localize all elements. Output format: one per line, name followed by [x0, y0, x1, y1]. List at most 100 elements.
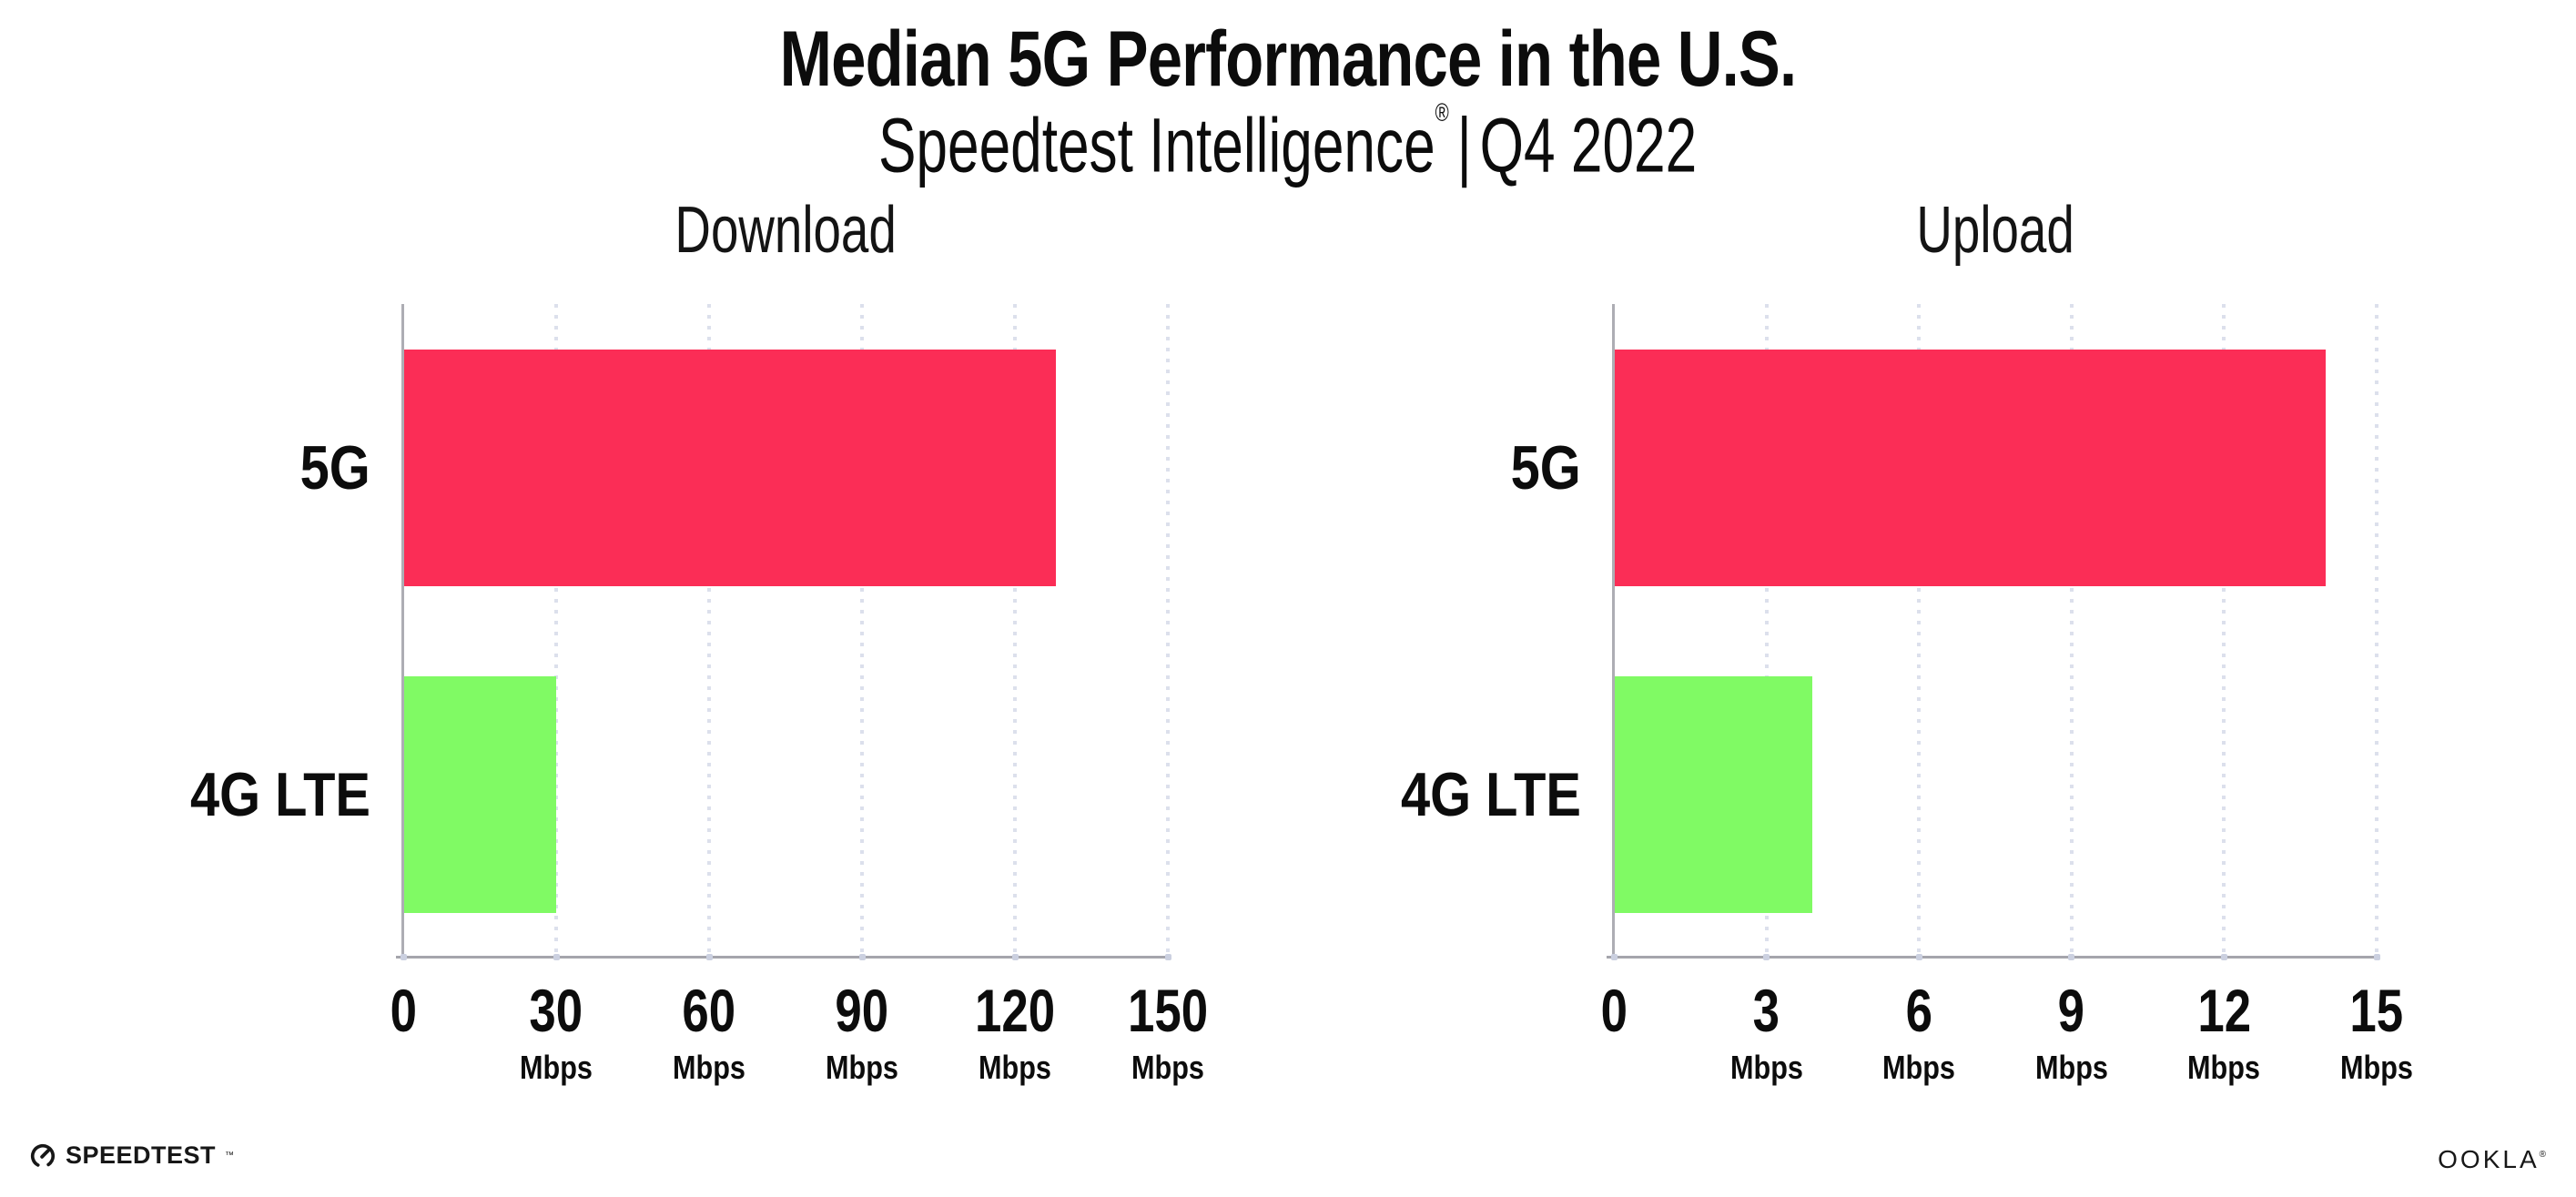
tick-label-text: 150: [1127, 977, 1209, 1044]
tick-unit-6: Mbps: [1819, 1049, 2019, 1087]
tick-label-text: 12: [2197, 977, 2251, 1044]
trademark-mark: ™: [225, 1151, 235, 1161]
speedtest-logo: SPEEDTEST ™: [29, 1141, 234, 1170]
category-label-text: 4G LTE: [1400, 760, 1581, 830]
category-label-5g: 5G: [0, 432, 370, 503]
tick-label-15: 15: [2277, 976, 2477, 1045]
category-label-4g-lte: 4G LTE: [0, 759, 370, 830]
gridline-90: [860, 304, 864, 959]
download-x-axis: [396, 956, 1171, 959]
speedtest-wordmark: SPEEDTEST: [66, 1141, 217, 1169]
category-label-text: 4G LTE: [189, 760, 370, 830]
tick-unit-text: Mbps: [673, 1049, 745, 1086]
tick-label-12: 12: [2124, 976, 2324, 1045]
bar-5g-upload: [1614, 349, 2327, 586]
tick-unit-text: Mbps: [2340, 1049, 2413, 1086]
gridline-150: [1166, 304, 1170, 959]
tick-unit-text: Mbps: [2034, 1049, 2108, 1086]
speedtest-gauge-icon: [30, 1143, 56, 1168]
category-label-5g: 5G: [1199, 432, 1581, 503]
ookla-wordmark: OOKLA: [2438, 1145, 2540, 1173]
category-label-text: 5G: [1510, 432, 1581, 502]
tick-mark-90: [858, 954, 866, 960]
tick-unit-text: Mbps: [520, 1049, 593, 1086]
tick-label-text: 0: [390, 977, 417, 1044]
upload-y-axis: [1612, 304, 1615, 959]
upload-x-axis: [1607, 956, 2380, 959]
upload-chart: Upload 5G 4G LTE 0 3 Mbps 6 Mbps 9 Mbps 12 Mbps 15 Mb…: [1401, 194, 2413, 1086]
bar-4g-lte-upload: [1614, 676, 1812, 914]
tick-mark-150: [1164, 954, 1171, 960]
tick-unit-9: Mbps: [1972, 1049, 2172, 1087]
gridline-30: [554, 304, 558, 959]
tick-label-text: 120: [974, 977, 1056, 1044]
tick-unit-60: Mbps: [609, 1049, 809, 1087]
category-label-text: 5G: [299, 432, 370, 502]
bar-5g-download: [403, 349, 1056, 586]
tick-label-text: 15: [2349, 977, 2404, 1044]
tick-unit-90: Mbps: [762, 1049, 962, 1087]
tick-label-120: 120: [915, 976, 1115, 1045]
tick-label-text: 0: [1600, 977, 1628, 1044]
upload-chart-title-text: Upload: [1916, 194, 2074, 267]
gridline-120: [1013, 304, 1017, 959]
download-y-axis: [401, 304, 404, 959]
tick-mark-120: [1011, 954, 1019, 960]
ookla-logo: OOKLA®: [2438, 1145, 2546, 1174]
tick-label-30: 30: [456, 976, 656, 1045]
tick-unit-text: Mbps: [2187, 1049, 2261, 1086]
upload-chart-title: Upload: [1432, 193, 2559, 268]
tick-label-text: 30: [529, 977, 583, 1044]
tick-label-6: 6: [1819, 976, 2019, 1045]
page-title: Median 5G Performance in the U.S.: [779, 15, 1798, 103]
tick-unit-text: Mbps: [1882, 1049, 1956, 1086]
tick-unit-text: Mbps: [826, 1049, 898, 1086]
download-chart-title: Download: [221, 193, 1350, 268]
tick-label-text: 6: [1905, 977, 1932, 1044]
tick-label-60: 60: [609, 976, 809, 1045]
tick-unit-text: Mbps: [1729, 1049, 1803, 1086]
tick-unit-150: Mbps: [1068, 1049, 1268, 1087]
gridline-60: [707, 304, 711, 959]
tick-label-text: 3: [1752, 977, 1780, 1044]
tick-mark-12: [2220, 954, 2227, 960]
tick-label-150: 150: [1068, 976, 1268, 1045]
tick-mark-9: [2068, 954, 2075, 960]
page-subtitle: Speedtest Intelligence® | Q4 2022: [0, 98, 2576, 189]
tick-label-9: 9: [1972, 976, 2172, 1045]
download-chart-title-text: Download: [674, 194, 897, 267]
tick-unit-text: Mbps: [1131, 1049, 1204, 1086]
tick-mark-6: [1915, 954, 1922, 960]
tick-mark-15: [2373, 954, 2380, 960]
subtitle-separator: |: [1457, 102, 1473, 188]
tick-unit-text: Mbps: [979, 1049, 1051, 1086]
tick-unit-15: Mbps: [2277, 1049, 2477, 1087]
tick-mark-30: [553, 954, 560, 960]
tick-unit-12: Mbps: [2124, 1049, 2324, 1087]
tick-label-text: 9: [2058, 977, 2085, 1044]
tick-label-text: 90: [835, 977, 889, 1044]
registered-mark: ®: [2539, 1150, 2546, 1160]
gridline-9: [2069, 304, 2074, 959]
gridline-3: [1764, 304, 1769, 959]
subtitle-brand: Speedtest Intelligence: [878, 102, 1436, 188]
bar-4g-lte-download: [403, 676, 556, 914]
tick-label-0: 0: [303, 976, 503, 1045]
tick-mark-60: [705, 954, 713, 960]
tick-mark-0: [400, 954, 407, 960]
registered-mark: ®: [1435, 98, 1450, 127]
tick-mark-3: [1763, 954, 1770, 960]
tick-label-90: 90: [762, 976, 962, 1045]
tick-label-text: 60: [682, 977, 736, 1044]
download-chart: Download 5G 4G LTE 0 30 Mbps 60 Mbps 90 Mbps 120 Mb…: [190, 194, 1208, 1086]
tick-label-3: 3: [1667, 976, 1867, 1045]
tick-unit-30: Mbps: [456, 1049, 656, 1087]
subtitle-period: Q4 2022: [1480, 102, 1698, 188]
tick-label-0: 0: [1514, 976, 1714, 1045]
gridline-12: [2222, 304, 2226, 959]
category-label-4g-lte: 4G LTE: [1199, 759, 1581, 830]
tick-unit-3: Mbps: [1667, 1049, 1867, 1087]
gridline-15: [2375, 304, 2378, 959]
tick-unit-120: Mbps: [915, 1049, 1115, 1087]
